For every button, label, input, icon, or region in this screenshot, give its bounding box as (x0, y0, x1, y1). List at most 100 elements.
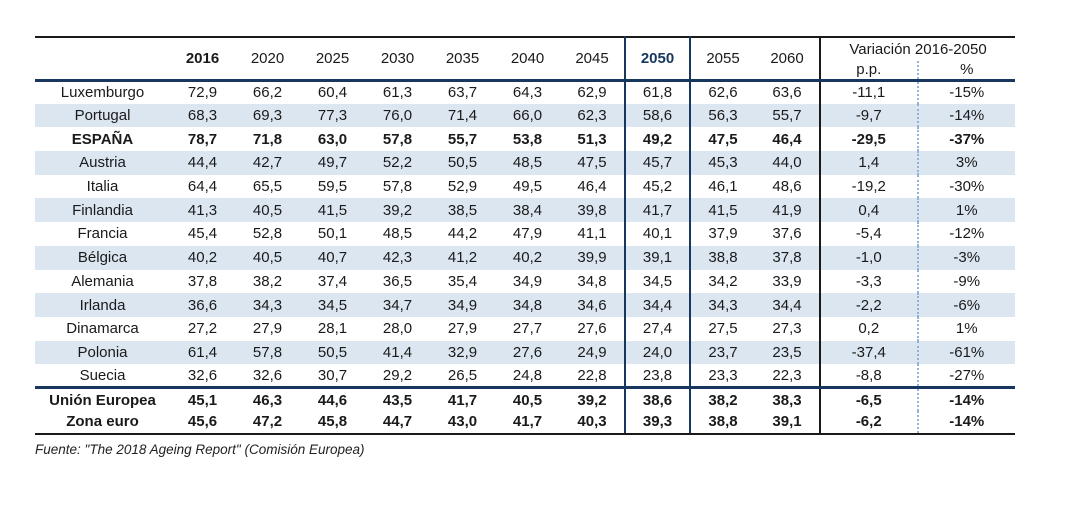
value-cell-2035: 35,4 (447, 272, 478, 290)
value-cell-2035: 27,9 (447, 320, 478, 338)
variation-pp-cell: 1,4 (819, 151, 918, 175)
value-cell-2060: 63,6 (772, 84, 802, 102)
variation-pct-cell: -14% (916, 386, 1016, 411)
table-row: Austria 44,4 42,7 49,7 52,2 50,5 48,5 47,5 45,7 4… (35, 151, 1016, 175)
value-cell-2020: 42,7 (235, 151, 300, 175)
value-cell-2020: 27,9 (252, 320, 283, 338)
value-cell-2020: 38,2 (252, 272, 283, 290)
table-row: Irlanda 36,6 34,3 34,5 34,7 34,9 34,8 34,6 34,4 3… (35, 293, 1016, 317)
value-cell-2016: 32,6 (187, 366, 218, 384)
value-cell-2055: 27,5 (708, 320, 738, 338)
value-cell-2030: 76,0 (365, 103, 430, 128)
variation-pp-cell: 0,4 (819, 198, 918, 223)
variation-pp-cell: -3,3 (819, 269, 918, 294)
value-cell-2060: 37,8 (755, 245, 820, 270)
row-label: Italia (86, 178, 119, 196)
country-rows: Luxemburgo 72,9 66,2 60,4 61,3 63,7 64,3 62,9 61… (35, 80, 1016, 388)
year-header-2035: 2035 (430, 37, 495, 82)
value-cell-2045: 62,9 (577, 84, 607, 102)
value-cell-2020: 71,8 (252, 130, 283, 148)
variation-pct-cell: 1% (916, 316, 1016, 341)
value-cell-2045: 40,3 (560, 410, 625, 435)
value-cell-2060: 48,6 (772, 178, 802, 196)
value-cell-2060: 46,4 (772, 130, 802, 148)
variation-pct-cell: -12% (916, 222, 1016, 246)
value-cell-2016: 44,4 (170, 151, 235, 175)
table-row: Finlandia 41,3 40,5 41,5 39,2 38,5 38,4 39,8 41,… (35, 198, 1016, 223)
value-cell-2055: 56,3 (690, 103, 755, 128)
value-cell-2045: 47,5 (560, 151, 625, 175)
table-row: Luxemburgo 72,9 66,2 60,4 61,3 63,7 64,3 62,9 61… (35, 80, 1016, 104)
row-label: Bélgica (35, 245, 170, 270)
value-cell-2016: 45,1 (170, 386, 235, 411)
variation-pct-cell: 3% (916, 151, 1016, 175)
value-cell-2040: 64,3 (512, 84, 543, 102)
value-cell-2025: 50,5 (300, 340, 365, 365)
variation-pct-cell: -27% (916, 364, 1016, 388)
row-label: Alemania (71, 272, 134, 290)
value-cell-2050: 45,2 (624, 174, 691, 199)
value-cell-2050: 38,6 (624, 386, 691, 411)
value-cell-2025: 40,7 (300, 245, 365, 270)
value-cell-2060: 23,5 (755, 340, 820, 365)
table-row: Alemania 37,8 38,2 37,4 36,5 35,4 34,9 34,8 34,5… (35, 269, 1016, 294)
row-label: Irlanda (35, 293, 170, 317)
value-cell-2045: 24,9 (560, 340, 625, 365)
row-label: Austria (35, 151, 170, 175)
variation-pp-cell: -2,2 (819, 293, 918, 317)
table-row: Suecia 32,6 32,6 30,7 29,2 26,5 24,8 22,8 23,8 23… (35, 364, 1016, 388)
value-cell-2035: 32,9 (430, 340, 495, 365)
value-cell-2040: 47,9 (512, 225, 543, 243)
header-row-subcolumns: p.p. % (35, 60, 1016, 82)
value-cell-2055: 45,3 (690, 151, 755, 175)
value-cell-2030: 57,8 (382, 130, 413, 148)
value-cell-2060: 27,3 (772, 320, 802, 338)
value-cell-2016: 37,8 (187, 272, 218, 290)
value-cell-2055: 34,2 (708, 272, 738, 290)
year-header-2060: 2060 (755, 37, 820, 82)
value-cell-2020: 65,5 (252, 178, 283, 196)
value-cell-2025: 37,4 (317, 272, 348, 290)
value-cell-2030: 52,2 (365, 151, 430, 175)
value-cell-2030: 34,7 (365, 293, 430, 317)
value-cell-2035: 52,9 (447, 178, 478, 196)
value-cell-2035: 55,7 (447, 130, 478, 148)
value-cell-2045: 62,3 (560, 103, 625, 128)
value-cell-2030: 57,8 (382, 178, 413, 196)
value-cell-2025: 45,8 (300, 410, 365, 435)
value-cell-2060: 33,9 (772, 272, 802, 290)
value-cell-2050: 58,6 (624, 103, 691, 128)
value-cell-2030: 29,2 (382, 366, 413, 384)
value-cell-2045: 22,8 (577, 366, 607, 384)
value-cell-2050: 39,3 (624, 410, 691, 435)
table-row: Italia 64,4 65,5 59,5 57,8 52,9 49,5 46,4 45,2 46… (35, 174, 1016, 199)
variation-pp-cell: -1,0 (819, 245, 918, 270)
value-cell-2050: 40,1 (624, 222, 691, 246)
table-row: ESPAÑA 78,7 71,8 63,0 57,8 55,7 53,8 51,3 49,2 47… (35, 127, 1016, 152)
table-row: Polonia 61,4 57,8 50,5 41,4 32,9 27,6 24,9 24,0 2… (35, 340, 1016, 365)
value-cell-2035: 26,5 (447, 366, 478, 384)
variation-pp-cell: -11,1 (819, 80, 918, 104)
value-cell-2045: 46,4 (577, 178, 607, 196)
value-cell-2016: 78,7 (187, 130, 218, 148)
value-cell-2050: 24,0 (624, 340, 691, 365)
value-cell-2016: 45,6 (170, 410, 235, 435)
table-row: Bélgica 40,2 40,5 40,7 42,3 41,2 40,2 39,9 39,1 3… (35, 245, 1016, 270)
row-label: Polonia (35, 340, 170, 365)
value-cell-2055: 38,8 (690, 245, 755, 270)
value-cell-2035: 41,7 (430, 386, 495, 411)
variation-pct-cell: -30% (916, 174, 1016, 199)
value-cell-2060: 22,3 (772, 366, 802, 384)
table-container: 2016 2020 2025 2030 2035 2040 2045 2050 2055 2060… (35, 36, 1016, 457)
value-cell-2025: 77,3 (300, 103, 365, 128)
value-cell-2040: 24,8 (512, 366, 543, 384)
value-cell-2040: 48,5 (495, 151, 560, 175)
table-row: Francia 45,4 52,8 50,1 48,5 44,2 47,9 41,1 40,1 3… (35, 222, 1016, 246)
value-cell-2050: 49,2 (624, 127, 691, 152)
variation-pp-cell: -5,4 (819, 222, 918, 246)
value-cell-2016: 36,6 (170, 293, 235, 317)
year-header-2050: 2050 (624, 37, 691, 82)
value-cell-2050: 23,8 (624, 364, 691, 388)
value-cell-2045: 39,9 (560, 245, 625, 270)
value-cell-2035: 41,2 (430, 245, 495, 270)
